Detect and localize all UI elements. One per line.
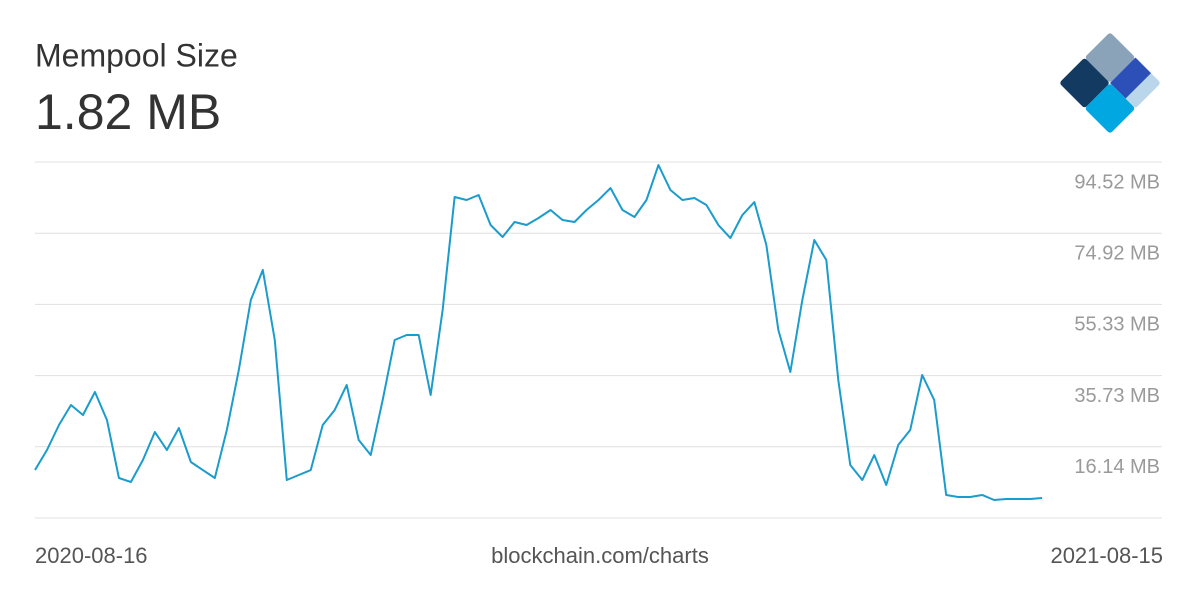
source: blockchain.com/charts: [491, 543, 709, 568]
x-start-label: 2020-08-16: [35, 543, 148, 568]
logo-piece: [1060, 58, 1109, 108]
y-tick-label: 16.14 MB: [1074, 456, 1160, 478]
y-tick-label: 55.33 MB: [1074, 314, 1160, 336]
logo: [1060, 33, 1160, 133]
logo-piece: [1085, 84, 1135, 133]
y-tick-label: 74.92 MB: [1074, 242, 1160, 264]
logo-piece: [1085, 33, 1135, 82]
y-tick-label: 94.52 MB: [1074, 171, 1160, 193]
line: [34, 164, 1043, 501]
logo-piece: [1110, 57, 1152, 99]
chart-title: Mempool Size: [35, 37, 238, 73]
y-tick-label: 35.73 MB: [1074, 385, 1160, 407]
chart-subtitle: 1.82 MB: [35, 84, 221, 140]
x-end-label: 2021-08-15: [1050, 543, 1163, 568]
